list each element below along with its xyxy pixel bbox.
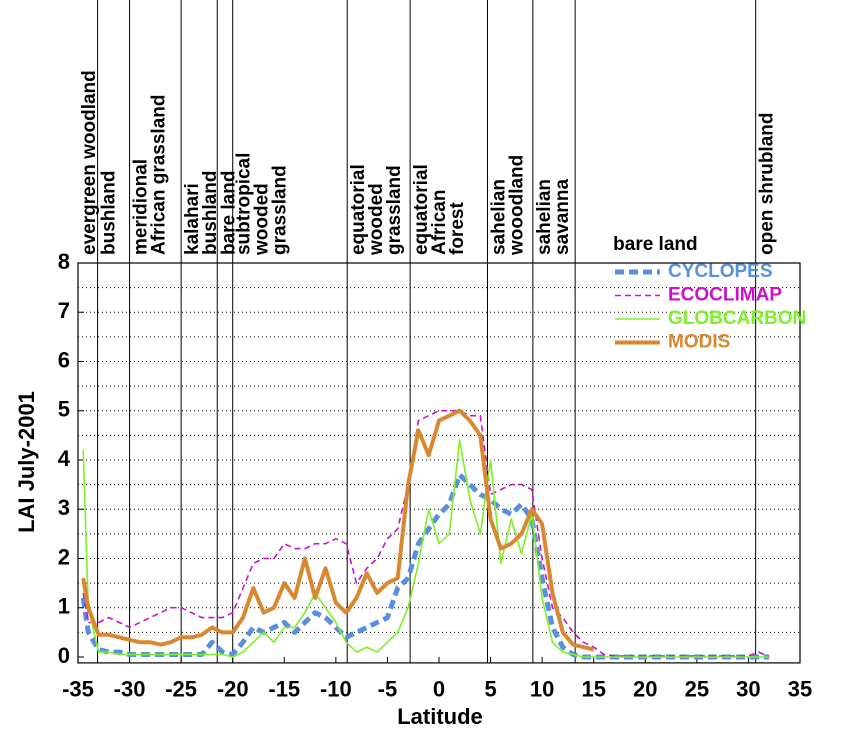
y-tick-label: 5: [58, 397, 70, 422]
x-tick-label: 30: [736, 677, 760, 702]
region-label: subtropical: [234, 153, 255, 255]
y-axis-title: LAI July-2001: [14, 391, 39, 533]
region-label: sahelian: [488, 179, 509, 255]
region-label: forest: [447, 202, 468, 255]
x-tick-label: -30: [114, 677, 146, 702]
x-tick-label: -25: [165, 677, 197, 702]
y-tick-label: 2: [58, 544, 70, 569]
region-label: meridional: [131, 159, 152, 255]
region-label: African grassland: [149, 95, 170, 255]
x-tick-label: 0: [433, 677, 445, 702]
region-label: sahelian: [534, 179, 555, 255]
region-label: bushland: [200, 171, 221, 255]
legend-label: ECOCLIMAP: [668, 285, 782, 306]
series-line: [82, 409, 770, 658]
region-label: evergreen woodland: [79, 70, 100, 255]
x-tick-label: 20: [633, 677, 657, 702]
x-tick-label: -15: [268, 677, 300, 702]
region-label: African: [429, 190, 450, 255]
region-label: wooded: [252, 183, 273, 256]
legend-label: GLOBCARBON: [668, 308, 806, 329]
region-label: grassland: [270, 165, 291, 255]
region-label: bushland: [99, 171, 120, 255]
plot-frame: [77, 262, 801, 664]
region-label: equatorial: [348, 164, 369, 255]
series-line: [82, 439, 770, 658]
region-label: kalahari: [182, 183, 203, 255]
region-label: grassland: [384, 165, 405, 255]
region-label: savanna: [552, 179, 573, 255]
y-tick-label: 7: [58, 298, 70, 323]
region-label: wooded: [366, 183, 387, 256]
y-tick-label: 4: [58, 446, 71, 471]
legend-label: CYCLOPES: [668, 261, 773, 282]
x-tick-label: 5: [484, 677, 496, 702]
region-label: wooodland: [506, 155, 527, 256]
y-tick-label: 1: [58, 594, 70, 619]
x-tick-label: -35: [62, 677, 94, 702]
region-label: open shrubland: [757, 113, 778, 256]
x-tick-label: 25: [685, 677, 709, 702]
x-tick-label: 10: [530, 677, 554, 702]
x-tick-label: -10: [320, 677, 352, 702]
series-line: [81, 408, 595, 652]
y-tick-label: 8: [58, 249, 70, 274]
x-tick-label: 15: [581, 677, 605, 702]
legend-label: MODIS: [668, 332, 730, 353]
y-tick-label: 3: [58, 495, 70, 520]
region-label: bare land: [218, 171, 239, 255]
x-axis-title: Latitude: [397, 704, 483, 729]
region-label: bare land: [613, 234, 697, 255]
series-line: [80, 472, 770, 660]
region-label: equatorial: [411, 164, 432, 255]
y-tick-label: 6: [58, 347, 70, 372]
x-tick-label: -20: [217, 677, 249, 702]
x-tick-label: 35: [788, 677, 812, 702]
y-tick-label: 0: [58, 643, 70, 668]
x-tick-label: -5: [378, 677, 398, 702]
